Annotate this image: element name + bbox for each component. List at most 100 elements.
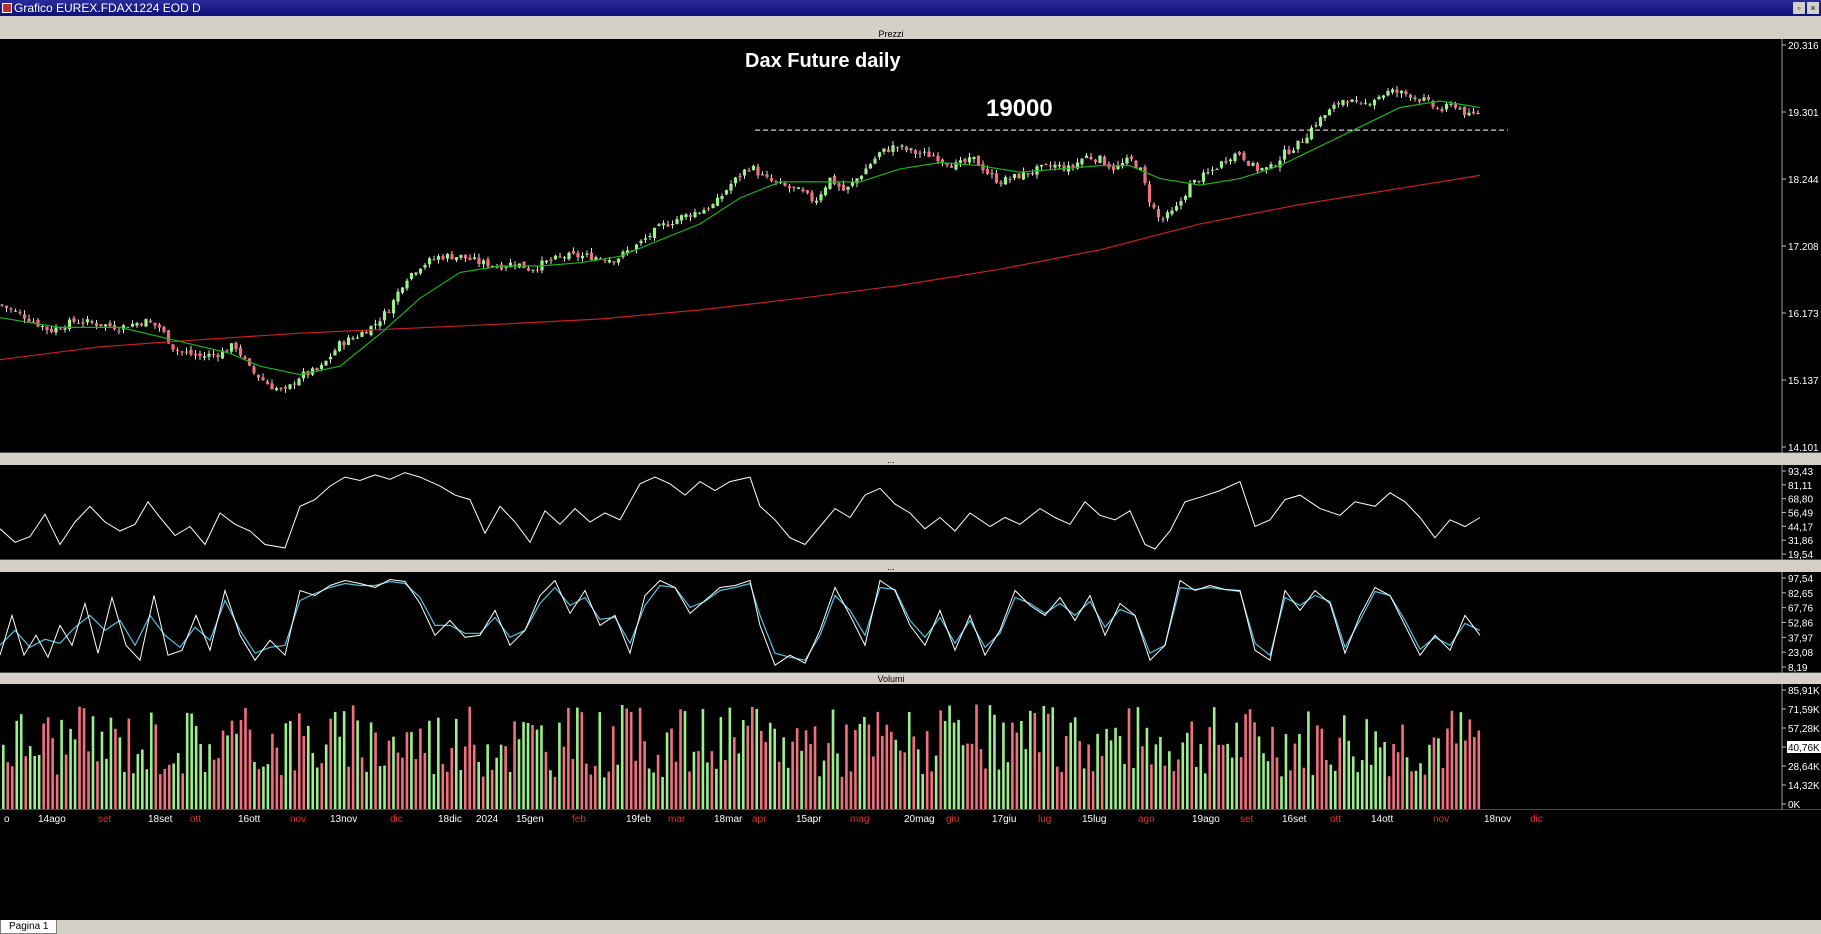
volume-bar — [620, 705, 624, 809]
volume-bar — [894, 739, 898, 809]
candle-body — [1363, 102, 1368, 104]
restore-button[interactable]: ▫ — [1793, 2, 1805, 14]
volume-bar — [647, 768, 651, 809]
candle-body — [81, 322, 85, 324]
candle-body — [319, 364, 324, 370]
candle-body — [436, 256, 441, 260]
candle-body — [1048, 165, 1053, 167]
volume-bar — [194, 726, 198, 809]
x-tick-label: nov — [290, 814, 306, 825]
pane-header-1 — [0, 453, 1821, 465]
volume-bar — [1226, 743, 1229, 809]
candle-body — [1053, 164, 1057, 168]
candle-body — [409, 273, 414, 279]
candle-body — [508, 262, 513, 268]
candle-body — [175, 349, 180, 352]
volume-bar — [1150, 764, 1153, 809]
candle-body — [166, 330, 171, 344]
volume-bar — [661, 776, 664, 809]
close-button[interactable]: × — [1807, 2, 1819, 14]
candle-body — [963, 158, 967, 163]
candle-body — [558, 256, 562, 258]
candle-body — [1183, 196, 1188, 200]
volume-bar — [1064, 736, 1068, 809]
volume-bar — [199, 744, 202, 809]
volume-bar — [975, 704, 978, 809]
volume-bar — [293, 770, 297, 809]
volume-bar — [37, 754, 41, 809]
candle-body — [949, 165, 954, 168]
candle-body — [936, 155, 940, 162]
candle-body — [1197, 180, 1201, 183]
candle-body — [427, 258, 432, 265]
y-tick-label: 19.301 — [1788, 108, 1819, 119]
y-tick-label: 8,19 — [1788, 663, 1808, 674]
volume-bar — [1387, 776, 1391, 809]
page-tab[interactable]: Pagina 1 — [0, 920, 58, 934]
chart-title: Dax Future daily — [745, 50, 901, 72]
volume-bar — [158, 774, 162, 809]
volume-bar — [535, 729, 539, 809]
candle-body — [472, 257, 477, 259]
y-tick-label: 20.316 — [1788, 41, 1819, 52]
candle-body — [639, 240, 643, 244]
candle-body — [1390, 89, 1395, 93]
candle-body — [999, 182, 1003, 185]
candle-body — [909, 148, 913, 150]
candle-body — [643, 238, 648, 240]
candle-body — [499, 264, 504, 270]
candle-body — [40, 326, 45, 328]
volume-bar — [78, 706, 81, 809]
candle-body — [283, 386, 288, 389]
volume-bar — [73, 739, 77, 809]
volume-bar — [141, 749, 144, 809]
candle-body — [1071, 165, 1075, 168]
candle-body — [882, 148, 886, 152]
candle-body — [864, 168, 868, 175]
candle-body — [931, 155, 936, 157]
volume-bar — [1334, 770, 1337, 809]
volume-bar — [679, 709, 682, 809]
candle-body — [324, 360, 328, 366]
candle-body — [1309, 127, 1314, 140]
volume-bar — [692, 751, 696, 809]
volume-bar — [230, 720, 234, 809]
candle-body — [360, 331, 364, 337]
volume-bar — [616, 764, 620, 809]
candle-body — [346, 337, 351, 345]
candle-body — [738, 175, 742, 178]
volume-bar — [437, 717, 440, 809]
candle-body — [1138, 167, 1143, 170]
volume-bar — [629, 712, 633, 809]
volume-bar — [217, 758, 220, 809]
candle-body — [1111, 165, 1116, 171]
candle-body — [612, 261, 616, 263]
volume-bar — [320, 763, 324, 809]
volume-bar — [374, 732, 377, 809]
volume-bar — [715, 768, 718, 809]
volume-bar — [907, 711, 911, 809]
volume-bar — [248, 729, 252, 809]
candle-body — [378, 321, 382, 327]
volume-bar — [463, 746, 467, 809]
volume-bar — [253, 761, 256, 809]
pane-header-2 — [0, 560, 1821, 572]
volume-bar — [378, 766, 382, 809]
volume-bar — [298, 713, 301, 809]
y-tick-label: 97,54 — [1788, 574, 1813, 585]
x-tick-label: 18mar — [714, 814, 743, 825]
volume-bar — [1221, 744, 1225, 809]
pane-header-3 — [0, 673, 1821, 684]
volume-bar — [244, 708, 247, 809]
volume-bar — [665, 732, 669, 809]
volume-bar — [1284, 734, 1288, 809]
candle-body — [1237, 152, 1242, 155]
candle-body — [337, 341, 342, 352]
sma-long-line — [0, 174, 1481, 361]
candle-body — [535, 269, 540, 271]
volume-bar — [1141, 746, 1144, 809]
volume-bar — [1096, 733, 1099, 809]
candle-body — [504, 266, 508, 268]
volume-bar — [719, 717, 723, 809]
candle-body — [688, 214, 693, 217]
